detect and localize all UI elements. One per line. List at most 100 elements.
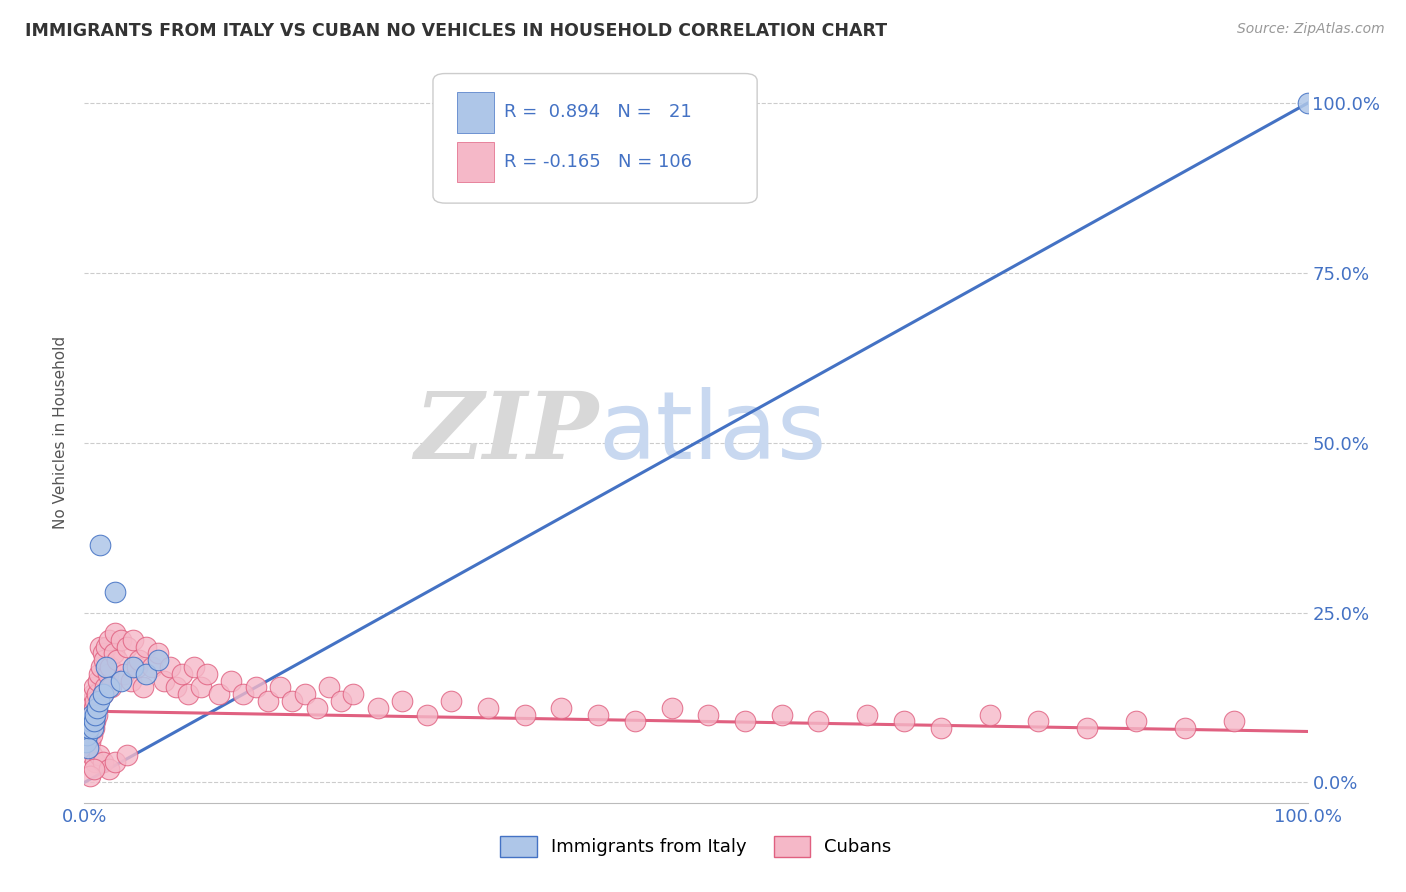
Point <box>93 653 115 667</box>
Point <box>177 687 200 701</box>
Point <box>80 714 103 729</box>
Point <box>96 660 118 674</box>
Point <box>232 687 254 701</box>
Point <box>550 700 572 714</box>
Point <box>477 700 499 714</box>
Point <box>104 755 127 769</box>
Point <box>84 755 107 769</box>
Point <box>91 646 114 660</box>
Point <box>79 700 101 714</box>
Point <box>1028 714 1050 729</box>
Point <box>146 646 169 660</box>
Point <box>979 707 1001 722</box>
Point <box>82 721 104 735</box>
Point <box>1296 96 1319 111</box>
Point <box>586 707 609 722</box>
Point <box>76 707 98 722</box>
Point <box>929 721 952 735</box>
Point <box>97 666 120 681</box>
Point <box>159 660 181 674</box>
Text: IMMIGRANTS FROM ITALY VS CUBAN NO VEHICLES IN HOUSEHOLD CORRELATION CHART: IMMIGRANTS FROM ITALY VS CUBAN NO VEHICL… <box>25 22 887 40</box>
Point <box>104 626 127 640</box>
FancyBboxPatch shape <box>433 73 758 203</box>
Point <box>294 687 316 701</box>
Point <box>80 748 103 763</box>
Text: ZIP: ZIP <box>413 388 598 477</box>
Point <box>208 687 231 701</box>
Point <box>115 748 138 763</box>
Point <box>83 681 105 695</box>
Point <box>661 700 683 714</box>
Point <box>91 687 114 701</box>
Point <box>76 721 98 735</box>
Point <box>391 694 413 708</box>
Point <box>91 755 114 769</box>
Point <box>281 694 304 708</box>
Point <box>183 660 205 674</box>
Point <box>80 728 103 742</box>
Point <box>87 694 110 708</box>
Text: Source: ZipAtlas.com: Source: ZipAtlas.com <box>1237 22 1385 37</box>
Point <box>1174 721 1197 735</box>
Point <box>87 673 110 688</box>
Point <box>770 707 793 722</box>
Text: atlas: atlas <box>598 386 827 479</box>
Point <box>257 694 280 708</box>
Point <box>94 681 117 695</box>
Point <box>1125 714 1147 729</box>
Point <box>84 694 107 708</box>
Point <box>100 681 122 695</box>
Y-axis label: No Vehicles in Household: No Vehicles in Household <box>53 336 69 529</box>
Point <box>146 653 169 667</box>
Point <box>269 681 291 695</box>
Point <box>172 666 194 681</box>
Point <box>75 714 97 729</box>
Point <box>128 653 150 667</box>
Text: R =  0.894   N =   21: R = 0.894 N = 21 <box>503 103 692 121</box>
Point <box>112 666 135 681</box>
Point <box>219 673 242 688</box>
Point <box>83 762 105 776</box>
Point <box>77 700 100 714</box>
Text: R = -0.165   N = 106: R = -0.165 N = 106 <box>503 153 692 170</box>
Point <box>440 694 463 708</box>
Bar <box>457 92 494 133</box>
Point <box>105 653 128 667</box>
Point <box>82 687 104 701</box>
Point <box>77 741 100 756</box>
Point <box>122 632 145 647</box>
Point <box>84 707 107 722</box>
Point <box>76 728 98 742</box>
Point <box>135 666 157 681</box>
Point <box>83 700 105 714</box>
Point <box>79 714 101 729</box>
Point <box>96 640 118 654</box>
Point <box>86 687 108 701</box>
Legend: Immigrants from Italy, Cubans: Immigrants from Italy, Cubans <box>494 829 898 864</box>
Point <box>416 707 439 722</box>
Point <box>87 666 110 681</box>
Point <box>367 700 389 714</box>
Point <box>856 707 879 722</box>
Point <box>86 707 108 722</box>
Point <box>76 734 98 748</box>
Point <box>807 714 830 729</box>
Point <box>89 640 111 654</box>
Point <box>97 762 120 776</box>
Point <box>318 681 340 695</box>
Point <box>83 721 105 735</box>
Point <box>77 721 100 735</box>
Point <box>90 660 112 674</box>
Point <box>195 666 218 681</box>
Point <box>330 694 353 708</box>
Point <box>342 687 364 701</box>
Point <box>141 660 163 674</box>
Point <box>120 673 142 688</box>
Point <box>97 632 120 647</box>
Point <box>1076 721 1098 735</box>
Point <box>110 632 132 647</box>
Point <box>122 660 145 674</box>
Point <box>132 681 155 695</box>
Point <box>83 714 105 729</box>
Point <box>110 673 132 688</box>
